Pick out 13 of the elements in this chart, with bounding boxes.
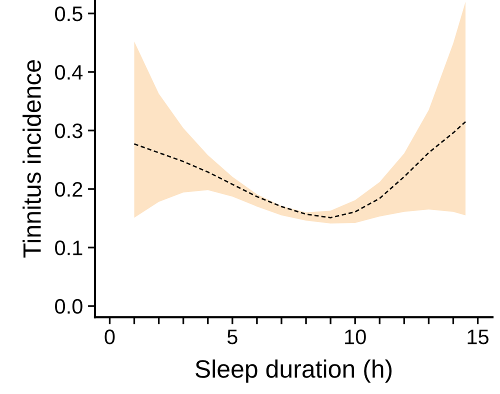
y-axis-title: Tinnitus incidence	[22, 60, 41, 258]
x-tick-label: 15	[468, 330, 488, 344]
y-tick-label: 0.1	[55, 240, 82, 256]
x-tick-label: 5	[227, 330, 238, 344]
y-tick-label: 0.0	[55, 299, 82, 314]
y-tick-label: 0.3	[55, 123, 82, 138]
y-tick-label: 0.2	[55, 182, 82, 197]
y-tick-label: 0.4	[55, 64, 83, 80]
x-tick-label: 0	[104, 330, 115, 344]
y-tick-label: 0.5	[55, 6, 82, 22]
x-tick-label: 10	[345, 330, 366, 344]
x-axis-title: Sleep duration (h)	[196, 360, 392, 383]
line-series	[134, 121, 466, 218]
